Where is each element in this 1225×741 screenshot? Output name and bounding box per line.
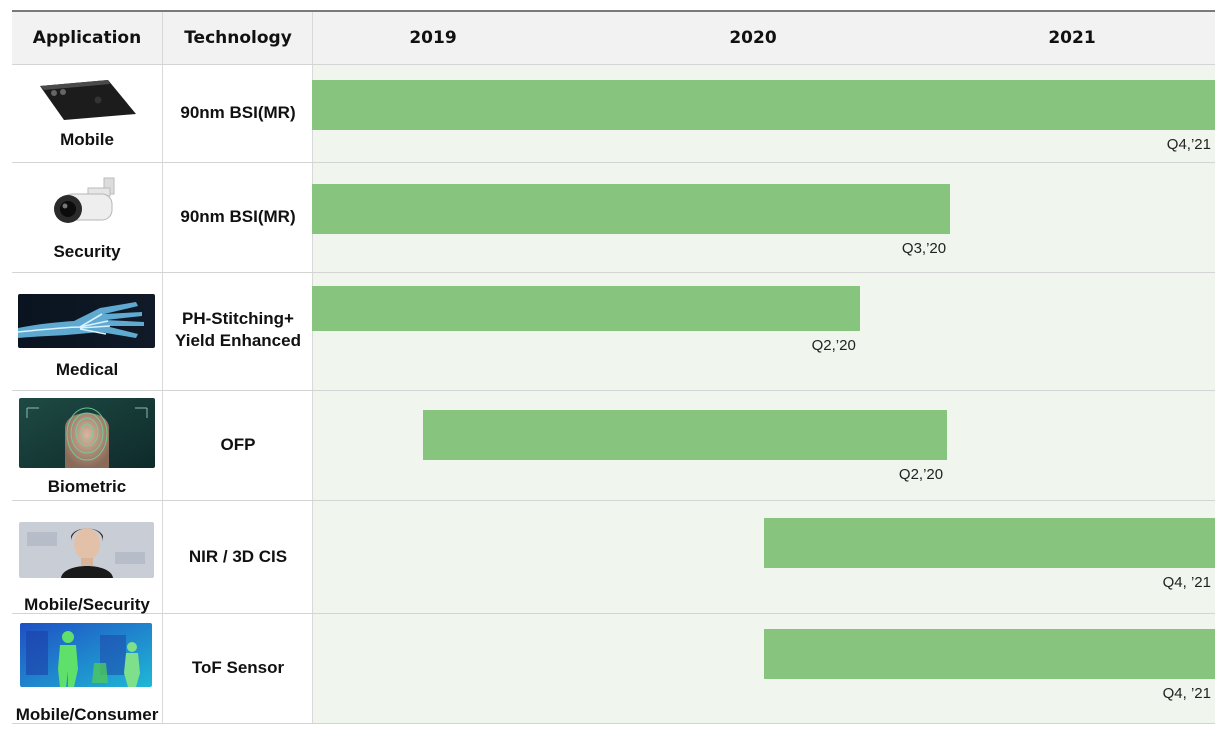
application-label: Medical xyxy=(55,360,119,379)
application-cell: Mobile/Security xyxy=(12,500,162,614)
security-camera-icon xyxy=(54,177,115,223)
technology-roadmap-chart: Application Technology 2019 2020 2021 Mo… xyxy=(12,10,1215,724)
fingerprint-icon xyxy=(19,398,155,468)
roadmap-row-mobile: Mobile 90nm BSI(MR) xyxy=(12,64,1215,162)
application-label: Biometric xyxy=(47,477,127,496)
application-cell: Mobile xyxy=(12,64,162,162)
technology-cell: 90nm BSI(MR) xyxy=(180,103,296,122)
roadmap-row-mobile-security: Mobile/Security NIR / 3D CIS xyxy=(12,500,1215,614)
row-divider xyxy=(12,613,1215,614)
year-2021-header: 2021 xyxy=(1048,28,1096,48)
application-label: Security xyxy=(53,242,121,261)
milestone-label: Q4, ’21 xyxy=(1162,685,1211,702)
timeline-bar xyxy=(312,184,951,234)
application-cell: Medical xyxy=(12,272,162,390)
row-divider xyxy=(12,272,1215,273)
row-divider xyxy=(12,162,1215,163)
row-divider xyxy=(12,723,1215,724)
face-scan-icon xyxy=(19,522,154,578)
technology-cell: 90nm BSI(MR) xyxy=(180,207,296,226)
milestone-label: Q4,’21 xyxy=(1166,136,1211,153)
column-divider xyxy=(312,12,313,724)
roadmap-row-medical: Medical PH-Stitching+ Yield Enhanced xyxy=(12,272,1215,390)
technology-cell: PH-Stitching+ Yield Enhanced xyxy=(175,309,301,350)
year-2019-header: 2019 xyxy=(409,28,457,48)
timeline-bar xyxy=(312,80,1215,130)
milestone-label: Q2,’20 xyxy=(898,466,944,483)
technology-cell: ToF Sensor xyxy=(191,658,285,677)
application-cell: Mobile/Consumer xyxy=(12,613,162,724)
row-divider xyxy=(12,390,1215,391)
application-cell: Biometric xyxy=(12,390,162,500)
application-label: Mobile/Security xyxy=(24,595,150,614)
header-bar xyxy=(12,12,1215,64)
xray-hand-icon xyxy=(18,294,155,348)
row-divider xyxy=(12,500,1215,501)
milestone-label: Q3,’20 xyxy=(901,240,947,257)
smartphone-icon xyxy=(40,80,136,120)
application-label: Mobile/Consumer xyxy=(15,705,159,724)
timeline-bar xyxy=(423,410,948,460)
technology-column-header: Technology xyxy=(184,28,292,48)
application-cell: Security xyxy=(12,162,162,272)
milestone-label: Q2,’20 xyxy=(811,337,856,354)
roadmap-row-biometric: Biometric OFP xyxy=(12,390,1215,500)
application-column-header: Application xyxy=(32,28,142,48)
header-top-rule xyxy=(12,10,1215,12)
tof-depth-icon xyxy=(20,623,152,687)
milestone-label: Q4, ’21 xyxy=(1162,574,1211,591)
timeline-bar xyxy=(763,518,1215,568)
timeline-bar xyxy=(763,629,1215,679)
roadmap-row-mobile-consumer: Mobile/Consumer ToF Sensor xyxy=(12,613,1215,724)
technology-cell: OFP xyxy=(220,435,256,454)
timeline-area xyxy=(313,64,1215,724)
technology-cell: NIR / 3D CIS xyxy=(188,546,288,566)
row-divider xyxy=(12,64,1215,65)
timeline-bar xyxy=(312,286,860,331)
column-divider xyxy=(162,12,163,724)
year-2020-header: 2020 xyxy=(729,28,777,48)
application-label: Mobile xyxy=(60,130,114,149)
roadmap-row-security: Security 90nm BSI(MR) xyxy=(12,162,1215,272)
